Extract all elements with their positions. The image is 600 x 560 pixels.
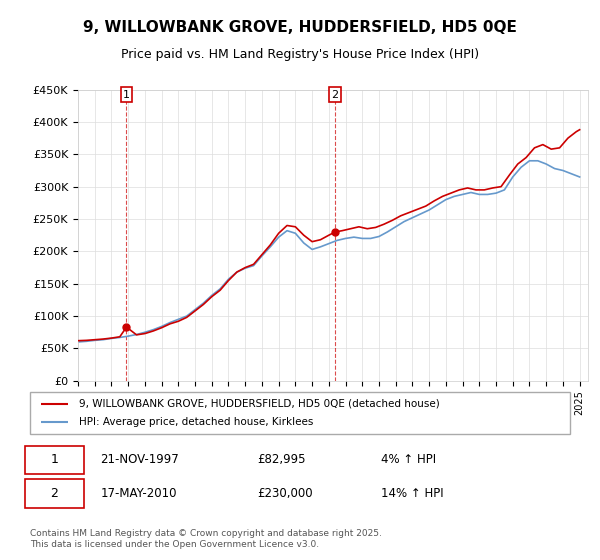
FancyBboxPatch shape xyxy=(25,446,84,474)
Text: 1: 1 xyxy=(123,90,130,100)
Text: 2: 2 xyxy=(332,90,339,100)
Text: 2: 2 xyxy=(50,487,58,500)
Text: 9, WILLOWBANK GROVE, HUDDERSFIELD, HD5 0QE: 9, WILLOWBANK GROVE, HUDDERSFIELD, HD5 0… xyxy=(83,20,517,35)
Text: £82,995: £82,995 xyxy=(257,454,305,466)
Text: £230,000: £230,000 xyxy=(257,487,313,500)
Text: HPI: Average price, detached house, Kirklees: HPI: Average price, detached house, Kirk… xyxy=(79,417,313,427)
Text: 14% ↑ HPI: 14% ↑ HPI xyxy=(381,487,443,500)
FancyBboxPatch shape xyxy=(25,479,84,507)
Text: Contains HM Land Registry data © Crown copyright and database right 2025.
This d: Contains HM Land Registry data © Crown c… xyxy=(30,529,382,549)
Text: 17-MAY-2010: 17-MAY-2010 xyxy=(100,487,176,500)
Text: 1: 1 xyxy=(50,454,58,466)
Text: 4% ↑ HPI: 4% ↑ HPI xyxy=(381,454,436,466)
Text: 9, WILLOWBANK GROVE, HUDDERSFIELD, HD5 0QE (detached house): 9, WILLOWBANK GROVE, HUDDERSFIELD, HD5 0… xyxy=(79,399,439,409)
FancyBboxPatch shape xyxy=(30,392,570,434)
Text: Price paid vs. HM Land Registry's House Price Index (HPI): Price paid vs. HM Land Registry's House … xyxy=(121,48,479,60)
Text: 21-NOV-1997: 21-NOV-1997 xyxy=(100,454,179,466)
